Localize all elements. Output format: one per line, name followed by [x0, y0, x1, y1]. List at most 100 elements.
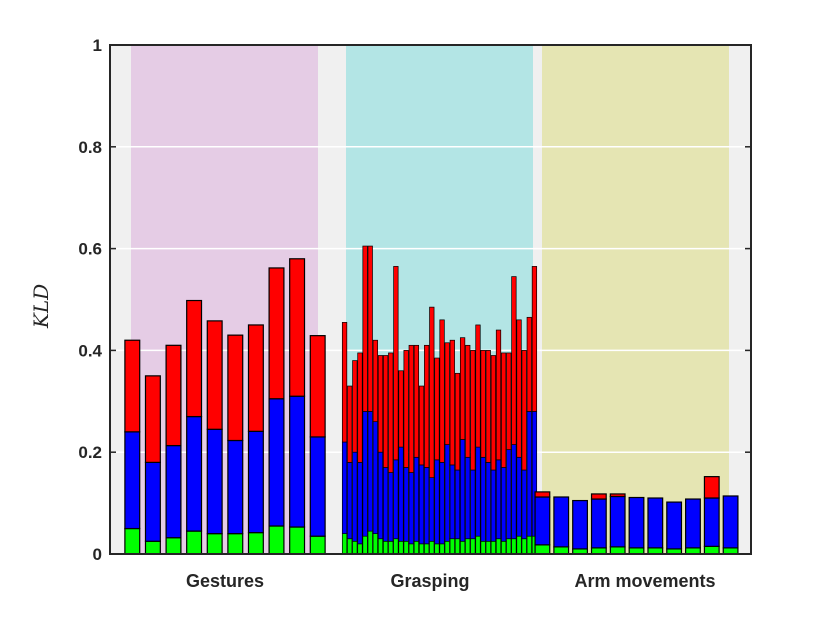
bar-segment-low [553, 546, 570, 555]
bar-segment-low [352, 540, 358, 555]
bar-segment-mid [408, 472, 414, 545]
bar-segment-top [268, 267, 285, 400]
bar-segment-mid [377, 451, 384, 540]
x-axis-category-labels: Gestures Grasping Arm movements [186, 571, 716, 591]
bar-segment-mid [465, 456, 471, 540]
bar-segment-low [459, 540, 466, 555]
bar-segment-top [227, 334, 244, 442]
bar-segment-top [480, 350, 486, 458]
bar-segment-low [485, 540, 491, 555]
bar-segment-top [429, 306, 435, 479]
bar-segment-top [372, 339, 378, 423]
bar-segment-top [362, 245, 368, 412]
bar-segment-mid [470, 469, 476, 540]
bar-segment-top [206, 320, 223, 430]
bar-segment-mid [609, 495, 626, 548]
bar-segment-low [144, 540, 161, 555]
bar-segment-mid [383, 467, 389, 542]
bar-segment-mid [429, 477, 435, 542]
bar-segment-low [347, 538, 353, 555]
bar-segment-low [521, 538, 527, 555]
bar-segment-mid [124, 431, 141, 530]
bar-segment-top [413, 344, 420, 458]
bar-segment-mid [393, 459, 399, 540]
bars-layer [124, 245, 739, 555]
bar-segment-mid [362, 411, 368, 537]
bar-segment-top [501, 352, 507, 468]
bar-segment-mid [206, 428, 223, 535]
bar-segment-top [485, 350, 491, 463]
bar-segment-top [403, 350, 409, 468]
bar-segment-mid [511, 444, 517, 540]
bar-segment-mid [628, 496, 645, 549]
x-category-label: Grasping [390, 571, 469, 591]
bar-segment-top [165, 344, 182, 447]
bar-segment-low [609, 546, 626, 555]
bar-segment-mid [490, 469, 496, 542]
bar-segment-mid [341, 441, 348, 534]
bar-segment-top [357, 352, 363, 463]
bar-segment-mid [439, 462, 445, 545]
bar-segment-low [357, 543, 363, 555]
bar-segment-mid [413, 456, 420, 542]
bar-segment-low [424, 543, 430, 555]
bar-segment-low [454, 538, 461, 555]
bar-segment-low [388, 540, 394, 555]
bar-segment-mid [165, 444, 182, 539]
bar-segment-low [372, 533, 378, 555]
bar-segment-low [526, 535, 532, 555]
y-axis-ticks: 0 0.2 0.4 0.6 0.8 1 [78, 36, 751, 564]
bar-segment-mid [357, 462, 363, 545]
bar-segment-mid [403, 467, 409, 542]
bar-segment-low [418, 543, 425, 555]
bar-segment-low [516, 535, 522, 555]
bar-segment-mid [186, 415, 203, 532]
bar-segment-mid [521, 469, 527, 540]
bar-segment-mid [722, 495, 739, 549]
bar-segment-mid [572, 499, 588, 550]
bar-segment-low [534, 544, 551, 555]
bar-segment-low [289, 526, 306, 555]
x-category-label: Arm movements [574, 571, 715, 591]
bar-segment-low [403, 540, 409, 555]
bar-segment-low [470, 538, 476, 555]
bar-segment-low [506, 538, 512, 555]
bar-segment-top [408, 344, 414, 473]
bar-segment-mid [444, 444, 450, 542]
bar-segment-top [444, 342, 450, 445]
bar-segment-low [444, 540, 450, 555]
x-category-label: Gestures [186, 571, 264, 591]
bar-segment-low [165, 537, 182, 555]
bar-segment-top [434, 357, 440, 461]
bar-segment-top [531, 266, 538, 412]
bar-segment-mid [485, 462, 491, 542]
bar-segment-mid [144, 461, 161, 542]
bar-segment-mid [352, 451, 358, 542]
bar-segment-top [454, 372, 461, 471]
bar-segment-top [459, 337, 466, 440]
plot-area-frame [109, 44, 752, 555]
y-tick-label: 0.2 [78, 443, 102, 462]
bar-segment-low [511, 538, 517, 555]
bar-segment-mid [372, 421, 378, 534]
bar-segment-low [362, 535, 368, 555]
bar-segment-top [511, 276, 517, 445]
bar-segment-top [347, 385, 353, 463]
bar-segment-top [490, 355, 496, 471]
bar-segment-low [247, 532, 264, 555]
bar-segment-top [186, 299, 203, 418]
bar-segment-top [609, 493, 626, 498]
y-tick-label: 0.6 [78, 240, 102, 259]
bar-segment-mid [388, 472, 394, 542]
bar-segment-low [490, 540, 496, 555]
bar-segment-low [309, 535, 326, 555]
bar-segment-top [703, 476, 720, 499]
bar-segment-mid [418, 464, 425, 545]
bar-segment-top [352, 360, 358, 453]
bar-segment-mid [367, 411, 373, 532]
bar-segment-mid [424, 467, 430, 545]
group-shading-layer [131, 45, 729, 554]
bar-segment-mid [590, 498, 607, 549]
bar-segment-low [465, 538, 471, 555]
y-tick-label: 0 [93, 545, 102, 564]
